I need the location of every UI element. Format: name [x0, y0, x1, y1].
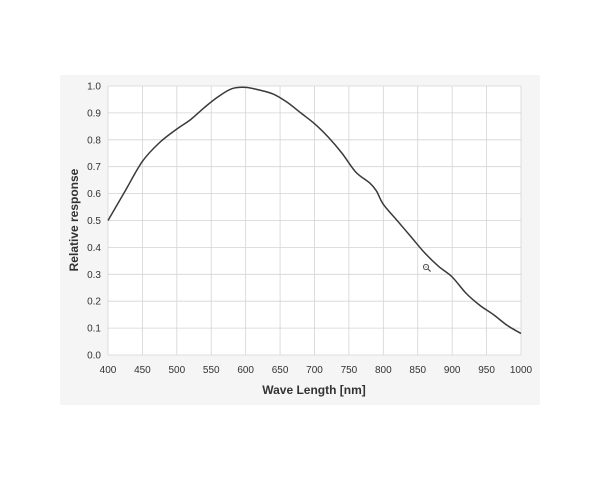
response-curve: [107, 86, 522, 335]
y-tick-label: 0.3: [87, 270, 101, 281]
y-tick-label: 0.9: [87, 108, 101, 119]
zoom-cursor-icon: [422, 263, 432, 273]
grid-lines: [107, 85, 522, 356]
x-tick-label: 650: [272, 365, 289, 376]
y-tick-label: 0.4: [87, 243, 101, 254]
y-tick-label: 0.6: [87, 189, 101, 200]
x-tick-label: 850: [409, 365, 426, 376]
x-tick-label: 450: [134, 365, 151, 376]
x-tick-label: 950: [478, 365, 495, 376]
y-tick-label: 0.2: [87, 297, 101, 308]
x-tick-label: 900: [444, 365, 461, 376]
x-tick-label: 600: [237, 365, 254, 376]
y-tick-label: 0.8: [87, 135, 101, 146]
x-tick-labels: 400 450 500 550 600 650 700 750 800 850 900 950 1000: [100, 365, 533, 376]
x-tick-label: 1000: [510, 365, 533, 376]
y-tick-label: 1.0: [87, 82, 101, 93]
x-tick-label: 800: [375, 365, 392, 376]
x-tick-label: 700: [306, 365, 323, 376]
x-tick-label: 400: [100, 365, 117, 376]
y-tick-labels: 0.0 0.1 0.2 0.3 0.4 0.5 0.6 0.7 0.8 0.9 1.0: [87, 82, 101, 362]
y-axis-label: Relative response: [67, 168, 81, 271]
y-tick-label: 0.0: [87, 351, 101, 362]
x-tick-label: 500: [168, 365, 185, 376]
y-tick-label: 0.5: [87, 216, 101, 227]
y-tick-label: 0.7: [87, 162, 101, 173]
x-axis-label: Wave Length [nm]: [262, 383, 366, 397]
y-tick-label: 0.1: [87, 324, 101, 335]
x-tick-label: 550: [203, 365, 220, 376]
x-tick-label: 750: [341, 365, 358, 376]
